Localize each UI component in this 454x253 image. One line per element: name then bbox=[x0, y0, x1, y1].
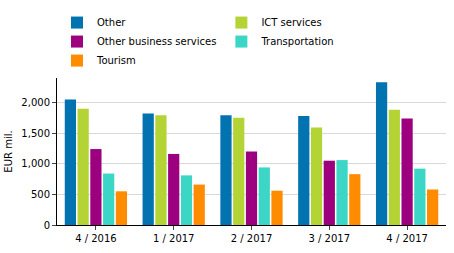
svg-text:2 / 2017: 2 / 2017 bbox=[231, 233, 273, 244]
svg-text:500: 500 bbox=[31, 189, 50, 200]
svg-text:ICT services: ICT services bbox=[261, 17, 321, 28]
svg-text:EUR mil.: EUR mil. bbox=[3, 130, 14, 172]
svg-text:Transportation: Transportation bbox=[260, 36, 333, 47]
svg-text:2,000: 2,000 bbox=[21, 97, 50, 108]
svg-text:Other: Other bbox=[97, 17, 126, 28]
svg-text:0: 0 bbox=[44, 220, 50, 231]
svg-text:Tourism: Tourism bbox=[96, 55, 136, 66]
svg-text:Other business services: Other business services bbox=[97, 36, 216, 47]
svg-text:1,000: 1,000 bbox=[21, 158, 50, 169]
svg-text:4 / 2017: 4 / 2017 bbox=[386, 233, 428, 244]
svg-text:4 / 2016: 4 / 2016 bbox=[75, 233, 117, 244]
svg-text:1 / 2017: 1 / 2017 bbox=[153, 233, 195, 244]
svg-text:1,500: 1,500 bbox=[21, 128, 50, 139]
svg-text:3 / 2017: 3 / 2017 bbox=[309, 233, 351, 244]
